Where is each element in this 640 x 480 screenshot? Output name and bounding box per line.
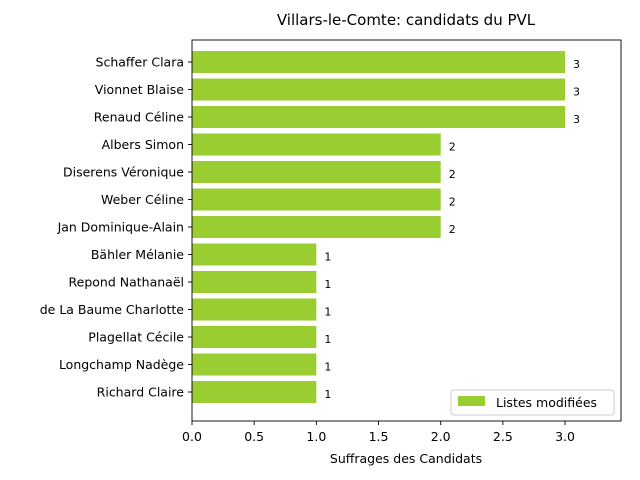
y-tick-labels: Schaffer Clara Vionnet Blaise Renaud Célin… — [40, 55, 192, 400]
bar-value-label: 1 — [324, 306, 331, 319]
bar-value-label: 3 — [573, 86, 580, 99]
bar — [192, 298, 317, 321]
bar — [192, 243, 317, 266]
chart-title: Villars-le-Comte: candidats du PVL — [277, 11, 536, 29]
bar — [192, 381, 317, 403]
bar-value-label: 2 — [449, 168, 456, 181]
bar-value-label: 2 — [449, 141, 456, 154]
x-ticks: 0.0 0.5 1.0 1.5 2.0 2.5 3.0 — [182, 421, 575, 444]
x-tick-label: 2.0 — [431, 429, 451, 444]
y-tick-label: Vionnet Blaise — [95, 82, 185, 97]
y-tick-label: Longchamp Nadège — [59, 357, 184, 372]
y-tick-label: Richard Claire — [97, 385, 185, 400]
bar — [192, 271, 317, 293]
legend: Listes modifiées — [450, 389, 615, 416]
bar — [192, 51, 566, 73]
bar-value-label: 3 — [573, 113, 580, 126]
y-tick-label: Renaud Céline — [94, 110, 185, 125]
bar-value-label: 1 — [324, 388, 331, 401]
legend-swatch — [458, 396, 485, 406]
y-tick-label: Schaffer Clara — [96, 55, 184, 70]
bar-value-label: 2 — [449, 196, 456, 209]
x-tick-label: 2.5 — [493, 429, 513, 444]
plot-frame — [191, 39, 622, 422]
y-tick-label: Weber Céline — [101, 192, 184, 207]
y-tick-label: de La Baume Charlotte — [40, 302, 185, 317]
bar — [192, 133, 441, 156]
bar-value-labels: 3 3 3 2 2 2 2 1 1 1 1 1 1 — [324, 58, 580, 401]
y-tick-label: Repond Nathanaël — [69, 275, 184, 290]
bar — [192, 216, 441, 238]
x-tick-label: 0.0 — [182, 429, 202, 444]
bar-value-label: 1 — [324, 278, 331, 291]
legend-box — [450, 389, 615, 416]
bar-value-label: 1 — [324, 251, 331, 264]
bar — [192, 161, 441, 183]
bar — [192, 78, 566, 101]
bar — [192, 353, 317, 376]
y-tick-label: Bähler Mélanie — [91, 247, 184, 262]
y-tick-label: Jan Dominique-Alain — [57, 220, 184, 235]
x-tick-label: 1.5 — [369, 429, 389, 444]
x-tick-label: 0.5 — [244, 429, 264, 444]
bar — [192, 188, 441, 211]
bar-value-label: 1 — [324, 333, 331, 346]
y-tick-label: Albers Simon — [102, 137, 184, 152]
bar — [192, 326, 317, 348]
y-tick-label: Plagellat Cécile — [88, 330, 184, 345]
y-tick-label: Diserens Véronique — [63, 165, 184, 180]
x-tick-label: 1.0 — [306, 429, 326, 444]
x-axis-label: Suffrages des Candidats — [330, 451, 482, 466]
bar-value-label: 3 — [573, 58, 580, 71]
bar-value-label: 2 — [449, 223, 456, 236]
bars-group — [192, 51, 566, 403]
legend-entry: Listes modifiées — [496, 395, 597, 410]
bar — [192, 106, 566, 128]
x-tick-label: 3.0 — [555, 429, 575, 444]
bar-value-label: 1 — [324, 361, 331, 374]
